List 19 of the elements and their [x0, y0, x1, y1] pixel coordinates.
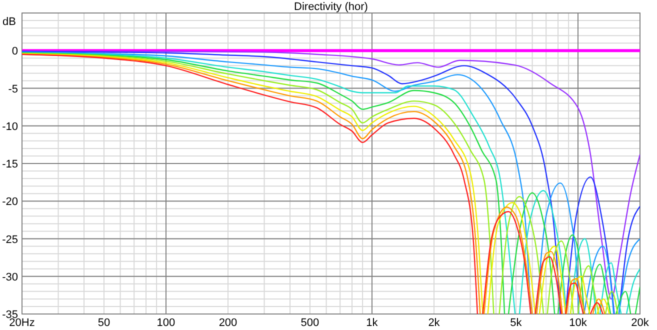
chart-title: Directivity (hor) [294, 1, 368, 13]
y-tick-label: -5 [8, 83, 18, 96]
x-tick-label: 200 [218, 317, 238, 329]
x-tick-label: 500 [300, 317, 320, 329]
y-tick-label: -25 [2, 234, 18, 246]
x-tick-label: 2k [428, 317, 440, 329]
y-tick-label: -15 [2, 158, 18, 170]
x-tick-label: 20Hz [9, 317, 35, 329]
x-tick-label: 100 [156, 317, 176, 329]
y-tick-label: 0 [12, 46, 18, 58]
x-tick-label: 1k [366, 317, 378, 329]
y-tick-label: -30 [2, 271, 18, 284]
y-axis-title: dB [2, 16, 16, 28]
x-tick-label: 10k [569, 317, 588, 329]
x-tick-label: 5k [510, 317, 522, 329]
x-tick-label: 20k [631, 317, 650, 329]
y-tick-label: -10 [2, 120, 18, 133]
y-tick-label: -20 [2, 196, 18, 208]
x-tick-label: 50 [98, 317, 110, 329]
